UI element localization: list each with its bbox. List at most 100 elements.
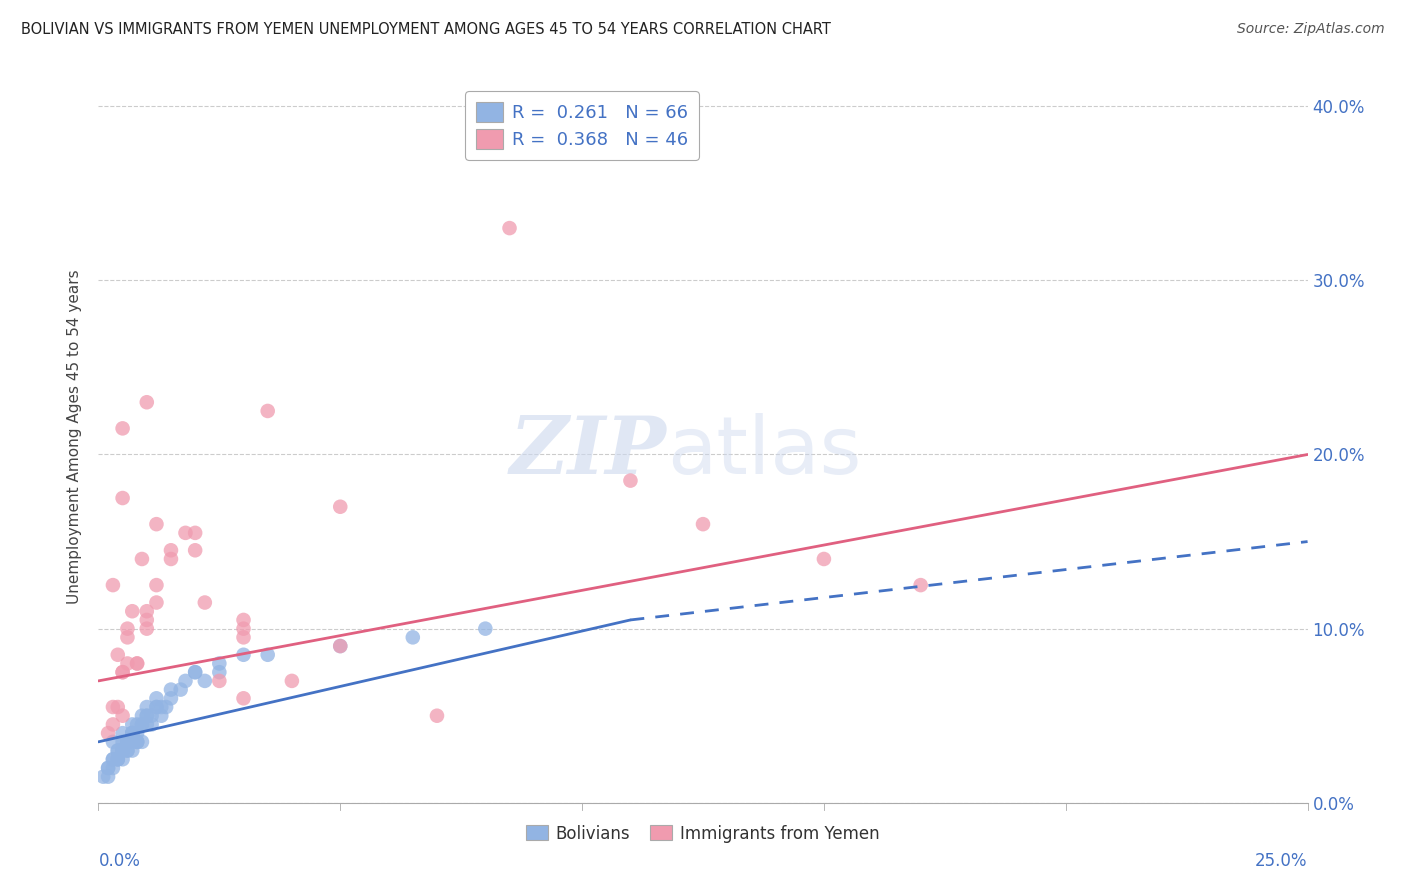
Point [145,700,167,714]
Point [145,578,167,592]
Point [145,691,167,706]
Point [145,517,167,532]
Point [121,743,143,757]
Point [160,552,183,566]
Point [111,743,134,757]
Point [692,517,714,532]
Point [101,700,124,714]
Point [169,682,191,697]
Text: 0.0%: 0.0% [98,852,141,870]
Point [101,761,124,775]
Point [107,700,129,714]
Point [145,700,167,714]
Point [232,631,254,645]
Point [208,673,231,688]
Point [256,404,278,418]
Point [127,657,149,671]
Point [111,708,134,723]
Point [150,708,173,723]
Point [145,595,167,609]
Point [208,665,231,680]
Point [101,578,124,592]
Text: atlas: atlas [666,413,860,491]
Point [121,604,143,618]
Point [121,717,143,731]
Point [97,761,120,775]
Point [117,743,139,757]
Point [141,708,163,723]
Point [107,752,129,766]
Point [184,543,207,558]
Point [107,752,129,766]
Point [127,726,149,740]
Point [135,708,157,723]
Point [135,717,157,731]
Point [111,665,134,680]
Point [131,552,153,566]
Point [135,700,157,714]
Point [111,752,134,766]
Point [174,673,197,688]
Point [232,648,254,662]
Point [107,743,129,757]
Text: 25.0%: 25.0% [1256,852,1308,870]
Text: BOLIVIAN VS IMMIGRANTS FROM YEMEN UNEMPLOYMENT AMONG AGES 45 TO 54 YEARS CORRELA: BOLIVIAN VS IMMIGRANTS FROM YEMEN UNEMPL… [21,22,831,37]
Point [474,622,496,636]
Point [127,717,149,731]
Point [194,673,217,688]
Point [194,595,217,609]
Point [117,622,139,636]
Point [97,761,120,775]
Point [160,682,183,697]
Point [184,665,207,680]
Legend: Bolivians, Immigrants from Yemen: Bolivians, Immigrants from Yemen [519,818,887,849]
Point [160,691,183,706]
Point [111,743,134,757]
Point [111,743,134,757]
Point [329,500,352,514]
Point [111,491,134,505]
Point [117,735,139,749]
Point [101,752,124,766]
Point [121,726,143,740]
Point [107,648,129,662]
Point [155,700,177,714]
Point [111,665,134,680]
Point [184,525,207,540]
Point [208,657,231,671]
Point [131,708,153,723]
Point [131,717,153,731]
Point [107,743,129,757]
Point [232,691,254,706]
Point [184,665,207,680]
Point [160,543,183,558]
Point [141,717,163,731]
Point [127,735,149,749]
Point [498,221,520,235]
Point [101,717,124,731]
Point [329,639,352,653]
Y-axis label: Unemployment Among Ages 45 to 54 years: Unemployment Among Ages 45 to 54 years [67,269,83,605]
Text: Source: ZipAtlas.com: Source: ZipAtlas.com [1237,22,1385,37]
Point [91,770,114,784]
Point [135,604,157,618]
Point [426,708,449,723]
Point [135,395,157,409]
Point [121,726,143,740]
Point [127,735,149,749]
Point [256,648,278,662]
Point [117,743,139,757]
Point [101,735,124,749]
Point [111,421,134,435]
Point [910,578,932,592]
Point [174,525,197,540]
Point [281,673,304,688]
Point [402,631,425,645]
Point [117,657,139,671]
Point [127,657,149,671]
Point [127,735,149,749]
Point [135,708,157,723]
Point [329,639,352,653]
Point [131,717,153,731]
Point [150,700,173,714]
